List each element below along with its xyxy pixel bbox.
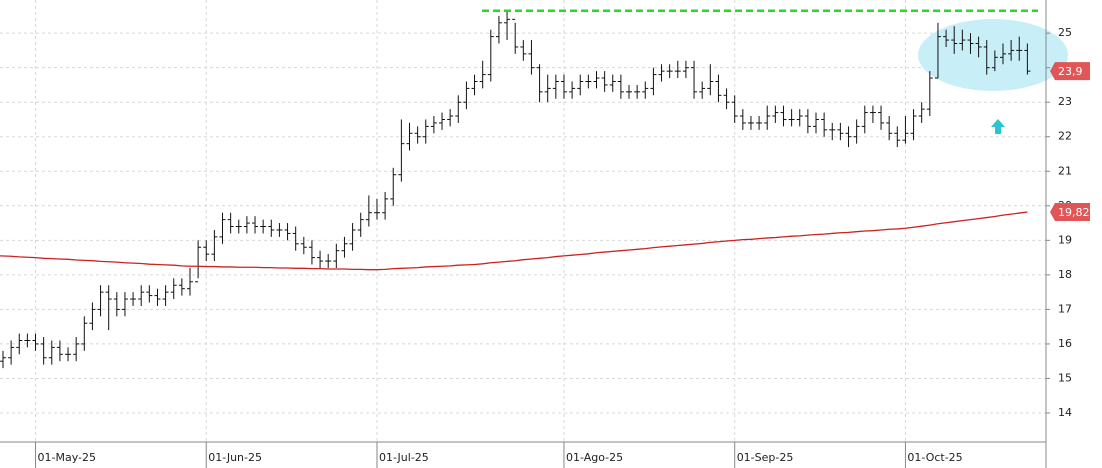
y-tick-label: 23 — [1058, 95, 1072, 108]
grid — [0, 0, 1046, 442]
y-tick-label: 18 — [1058, 268, 1072, 281]
axes: 14151617181920212223242501-May-2501-Jun-… — [35, 26, 1090, 468]
x-tick-label: 01-Jul-25 — [379, 451, 429, 464]
y-tick-label: 22 — [1058, 130, 1072, 143]
y-tick-label: 21 — [1058, 164, 1072, 177]
highlight-ellipse — [918, 19, 1068, 91]
arrow-up — [991, 119, 1005, 134]
x-tick-label: 01-Jun-25 — [208, 451, 262, 464]
y-tick-label: 16 — [1058, 337, 1072, 350]
x-tick-label: 01-Ago-25 — [566, 451, 623, 464]
plot — [0, 9, 1038, 369]
price-tag-label: 19,82 — [1058, 206, 1090, 219]
y-tick-label: 15 — [1058, 371, 1072, 384]
moving-average-line — [0, 211, 1028, 271]
x-tick-label: 01-May-25 — [38, 451, 96, 464]
y-tick-label: 19 — [1058, 233, 1072, 246]
x-tick-label: 01-Oct-25 — [907, 451, 962, 464]
price-tag-label: 23,9 — [1058, 65, 1083, 78]
y-tick-label: 25 — [1058, 26, 1072, 39]
price-tag-box — [1050, 203, 1090, 222]
y-tick-label: 14 — [1058, 406, 1072, 419]
x-tick-label: 01-Sep-25 — [737, 451, 794, 464]
y-tick-label: 17 — [1058, 302, 1072, 315]
price-tag-box — [1050, 62, 1090, 81]
